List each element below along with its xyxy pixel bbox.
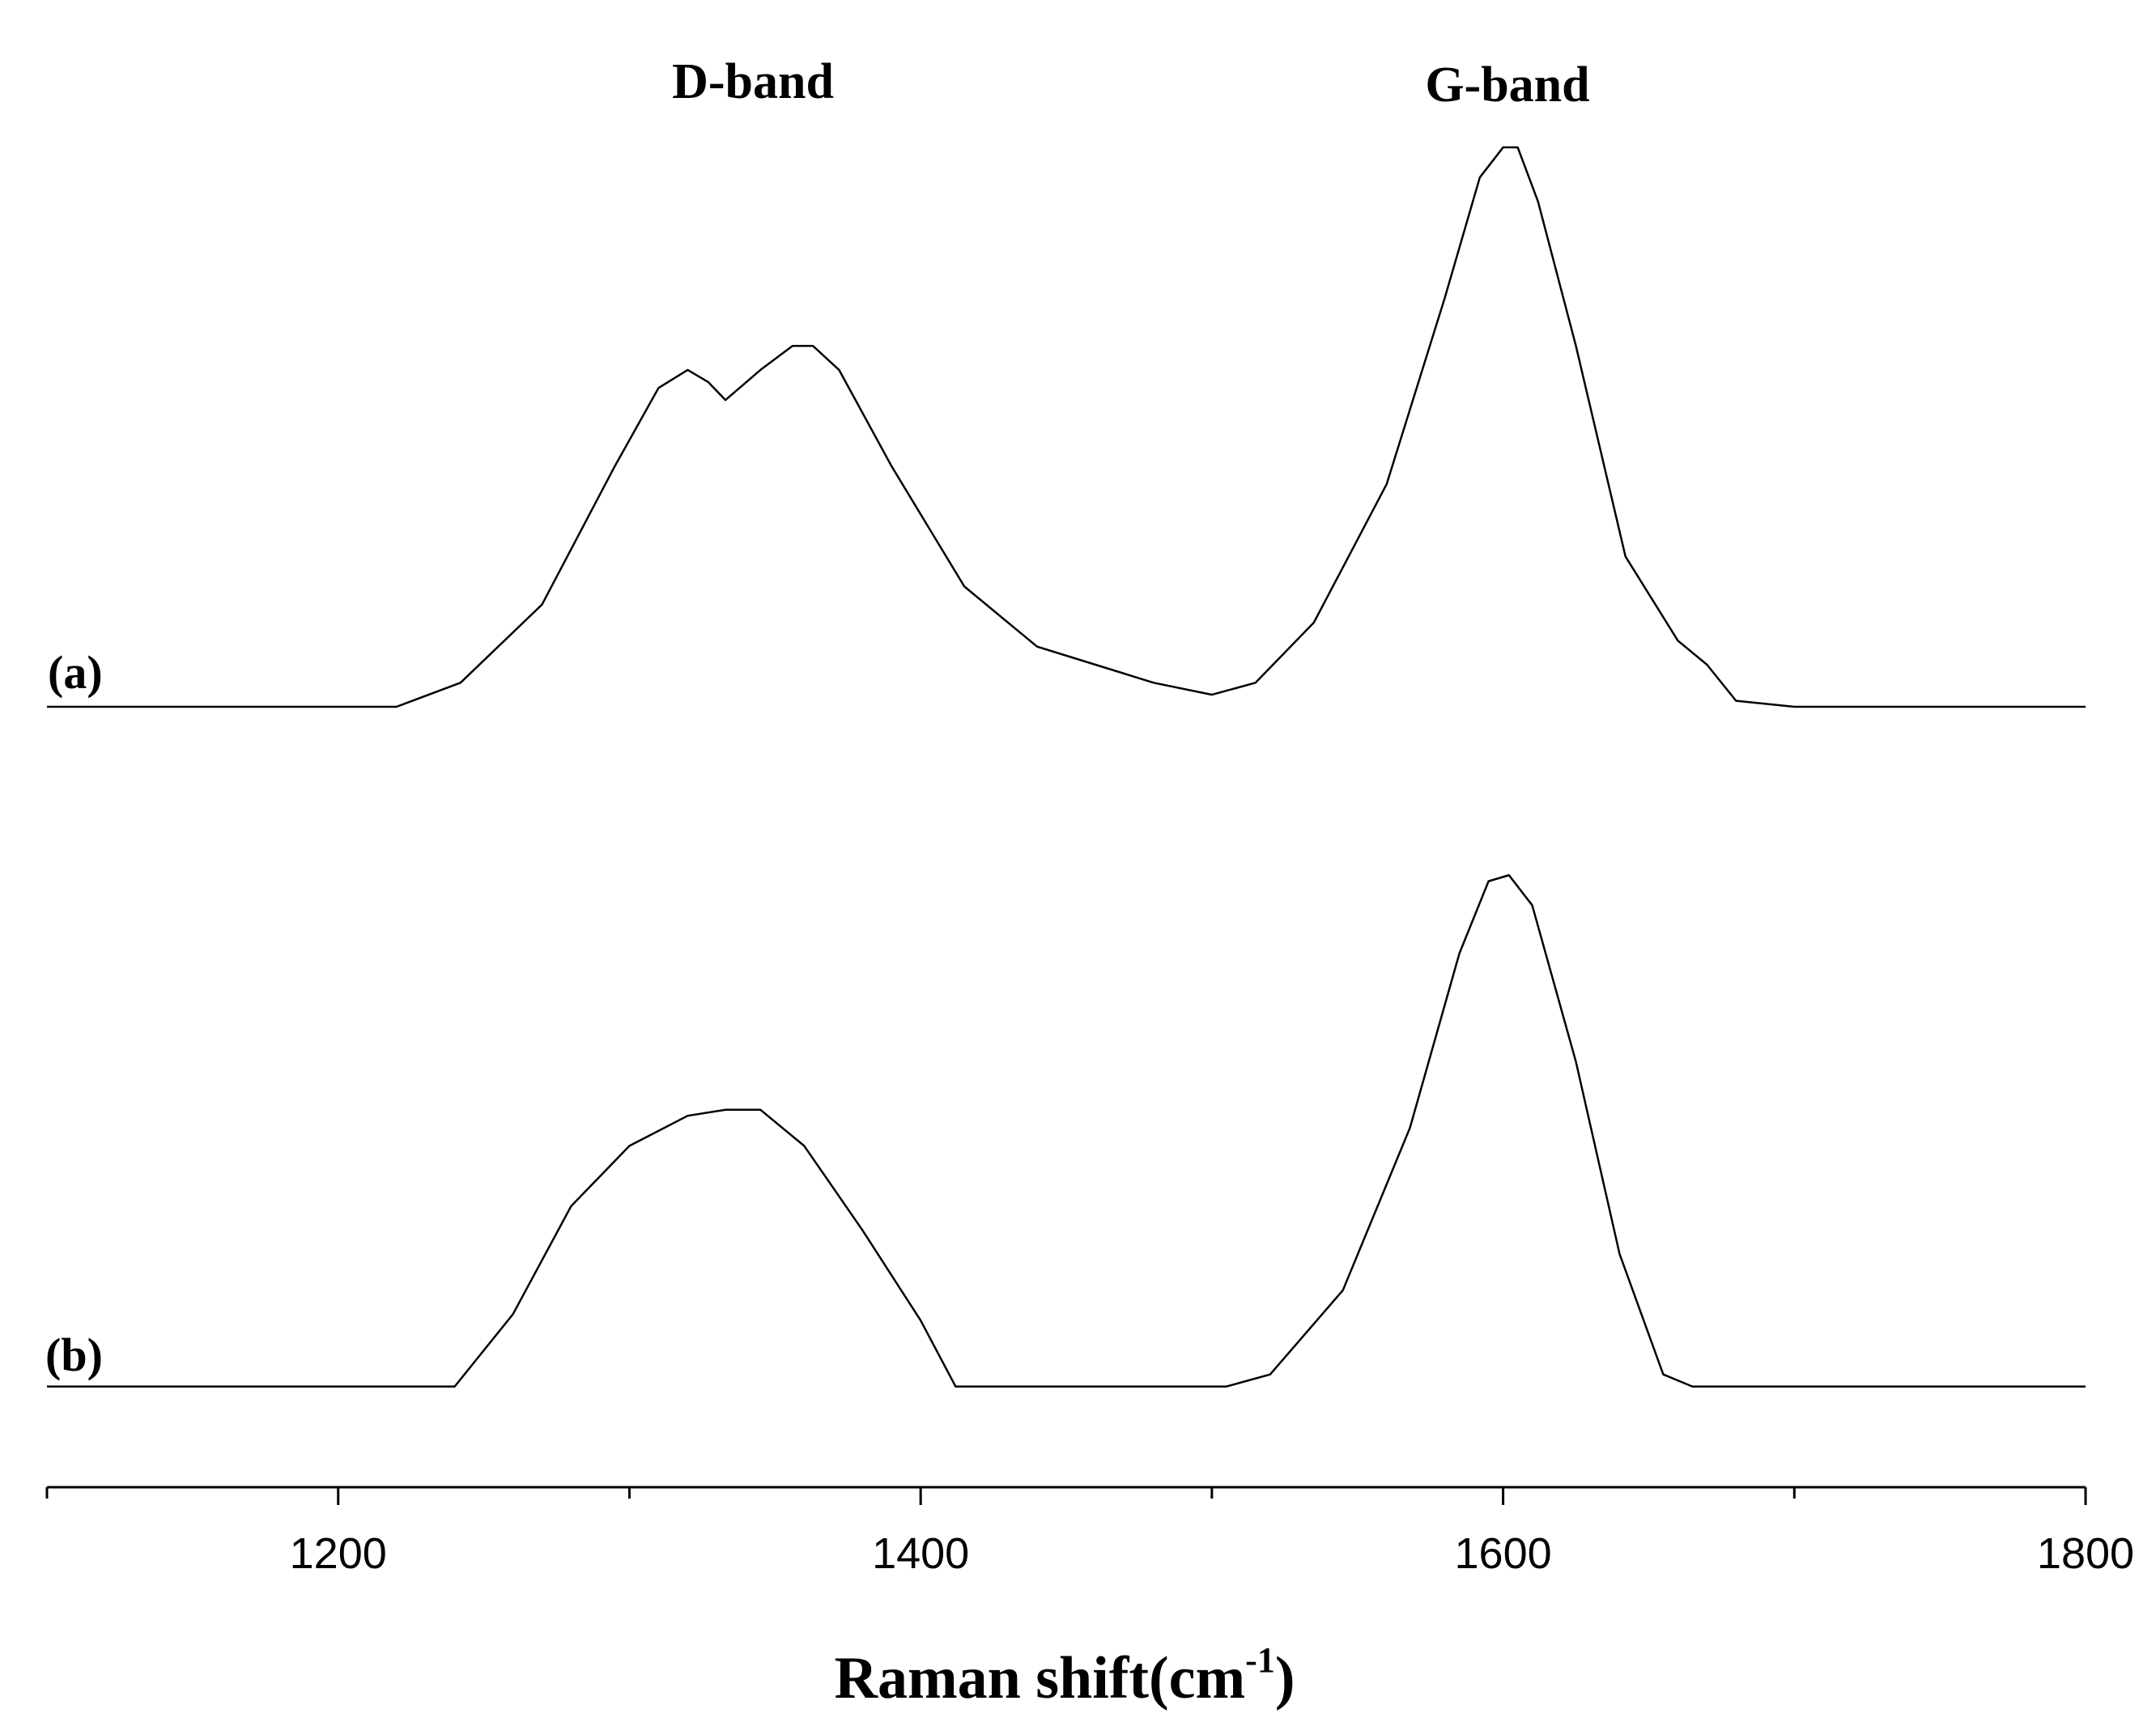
- d-band-annotation: D-band: [672, 54, 834, 109]
- series-label-a: (a): [48, 646, 103, 699]
- x-tick-label-1200: 1200: [290, 1529, 387, 1578]
- x-axis-title-main: Raman shift(cm: [835, 1645, 1246, 1711]
- x-tick-label-1600: 1600: [1455, 1529, 1552, 1578]
- g-band-annotation: G-band: [1425, 57, 1589, 113]
- x-axis-title-superscript: -1: [1245, 1640, 1275, 1680]
- x-axis-title-close: ): [1275, 1645, 1295, 1711]
- spectrum-line-a: [47, 146, 2086, 708]
- spectra-group: [47, 146, 2086, 1388]
- spectrum-line-b: [47, 874, 2086, 1388]
- x-tick-label-1800: 1800: [2037, 1529, 2134, 1578]
- x-axis-ticks: 1200 1400 1600 1800: [45, 1487, 2134, 1578]
- x-tick-label-1400: 1400: [872, 1529, 969, 1578]
- series-label-b: (b): [45, 1329, 103, 1381]
- x-axis-title: Raman shift(cm-1): [835, 1640, 1295, 1711]
